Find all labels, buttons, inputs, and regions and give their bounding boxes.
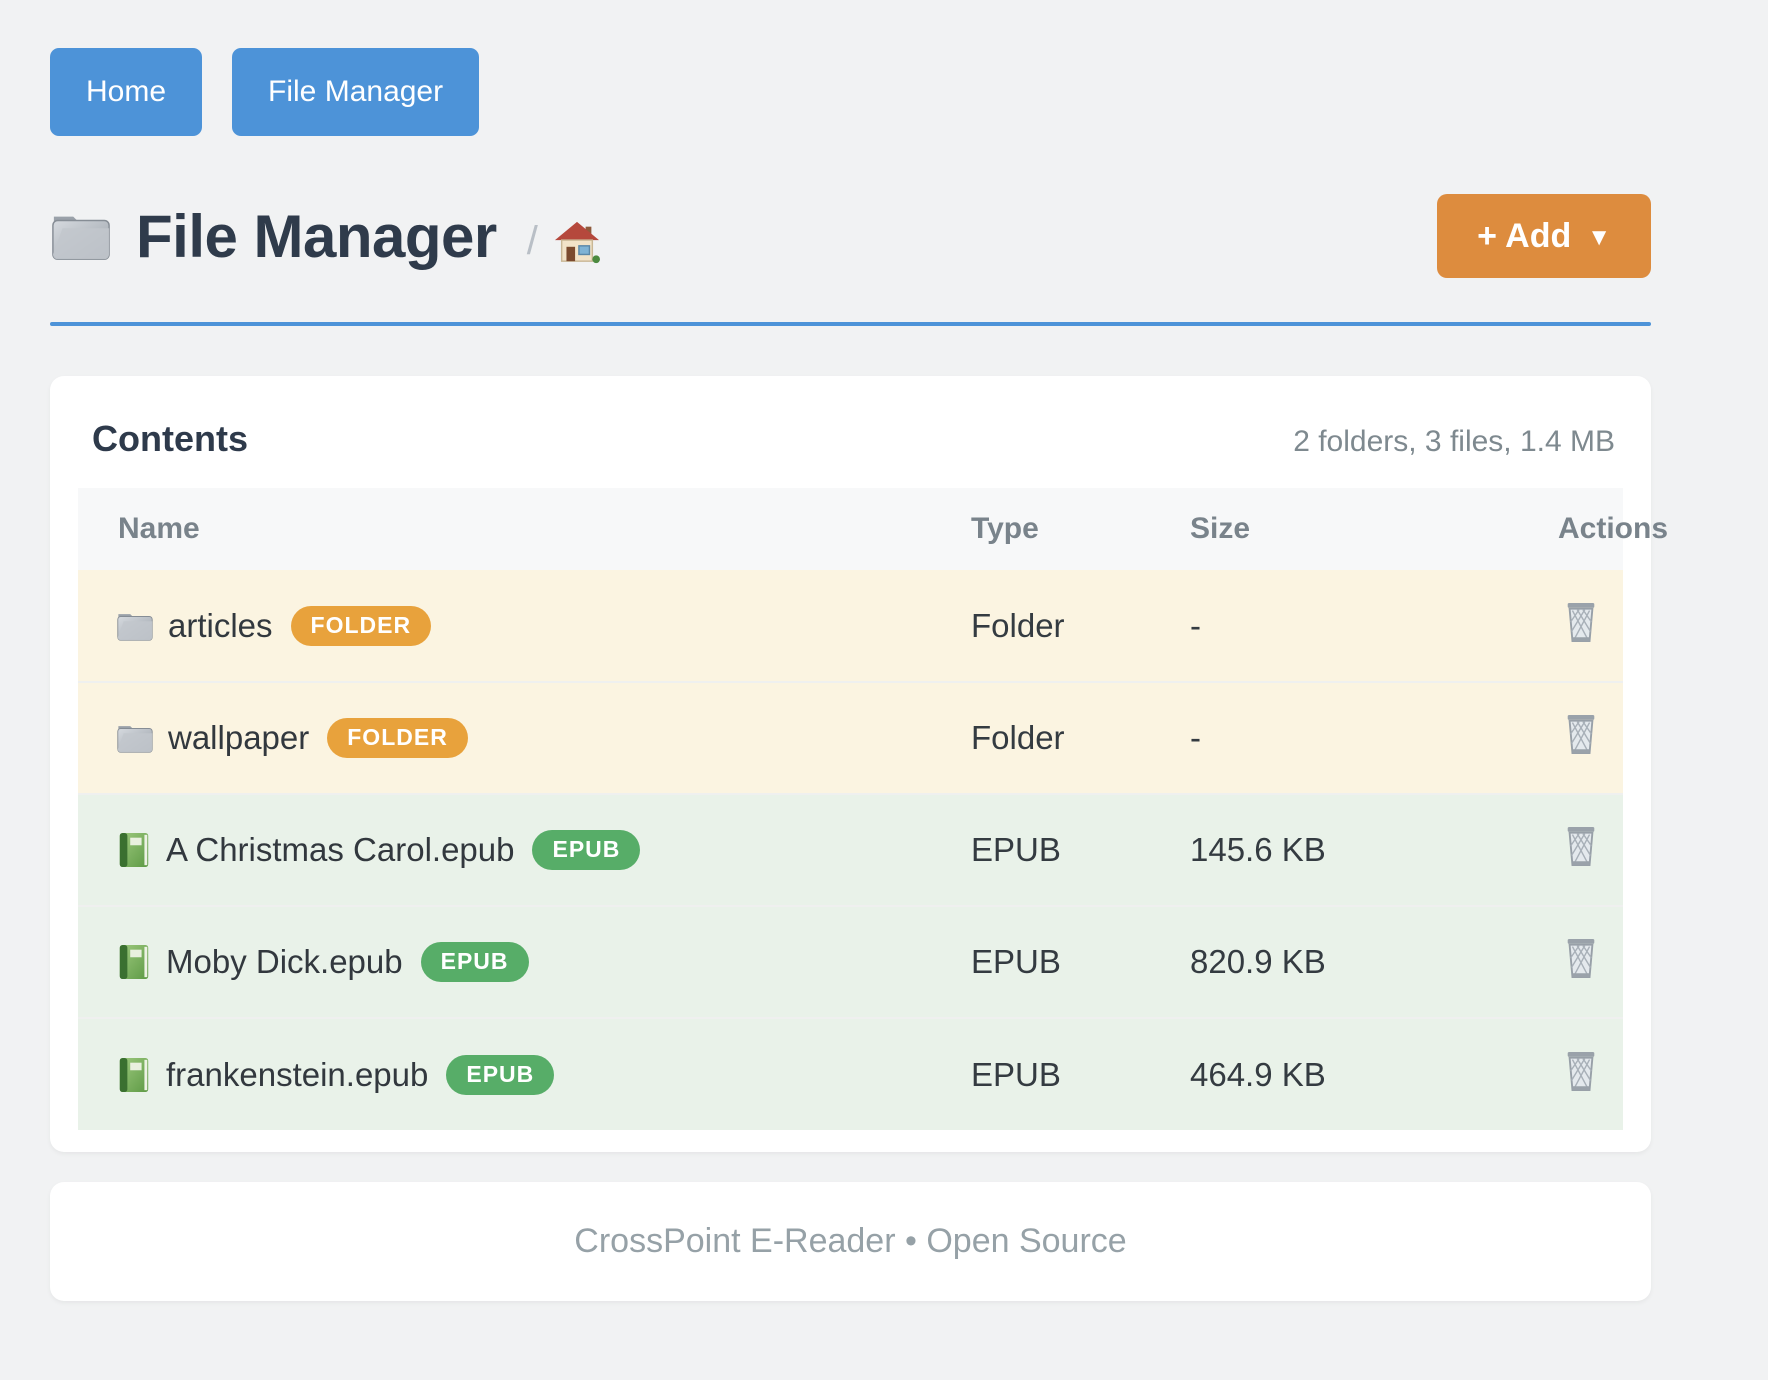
table-row: A Christmas Carol.epub EPUB EPUB 145.6 K… — [78, 793, 1623, 906]
book-icon — [116, 1055, 152, 1095]
folder-icon — [116, 609, 154, 643]
folder-icon — [116, 721, 154, 755]
trash-icon[interactable] — [1562, 937, 1600, 979]
folder-icon — [50, 208, 112, 264]
size-cell: 145.6 KB — [1190, 793, 1480, 906]
type-cell: EPUB — [971, 905, 1190, 1018]
house-icon[interactable] — [554, 220, 600, 264]
contents-title: Contents — [92, 418, 248, 459]
contents-table: Name Type Size Actions articles FOLDER F… — [78, 488, 1668, 1130]
size-cell: - — [1190, 606, 1201, 644]
file-name[interactable]: articles — [168, 606, 273, 644]
contents-card: Contents 2 folders, 3 files, 1.4 MB Name… — [50, 376, 1668, 1152]
trash-icon[interactable] — [1562, 713, 1600, 755]
file-name[interactable]: Moby Dick.epub — [166, 943, 403, 980]
add-button-label: + Add — [1477, 216, 1572, 255]
table-row: frankenstein.epub EPUB EPUB 464.9 KB — [78, 1017, 1623, 1130]
file-name[interactable]: frankenstein.epub — [166, 1055, 429, 1093]
table-row: Moby Dick.epub EPUB EPUB 820.9 KB — [78, 905, 1623, 1018]
size-cell: - — [1190, 681, 1480, 794]
type-badge: EPUB — [532, 830, 641, 870]
type-cell: Folder — [971, 606, 1065, 644]
type-badge: EPUB — [420, 942, 529, 982]
type-badge: FOLDER — [290, 605, 432, 646]
trash-icon[interactable] — [1562, 1050, 1600, 1092]
breadcrumb-separator: / — [526, 218, 538, 263]
column-header-name: Name — [78, 488, 971, 570]
page-title: File Manager — [136, 202, 497, 270]
table-row: wallpaper FOLDER Folder - — [78, 681, 1623, 794]
contents-card-header: Contents 2 folders, 3 files, 1.4 MB — [78, 410, 1623, 460]
type-badge: FOLDER — [327, 718, 468, 758]
size-cell: 464.9 KB — [1190, 1017, 1480, 1130]
type-cell: EPUB — [971, 793, 1190, 906]
type-badge: EPUB — [446, 1054, 555, 1095]
title-group: File Manager / — [50, 202, 600, 271]
trash-icon[interactable] — [1562, 601, 1600, 643]
add-button[interactable]: + Add ▼ — [1437, 194, 1651, 278]
top-nav: Home File Manager — [50, 48, 1651, 136]
book-icon — [116, 942, 152, 982]
contents-summary: 2 folders, 3 files, 1.4 MB — [1293, 425, 1615, 458]
contents-table-body: articles FOLDER Folder - wallpaper FOLDE… — [78, 570, 1623, 1130]
table-row: articles FOLDER Folder - — [78, 570, 1623, 682]
title-underline — [50, 322, 1651, 326]
chevron-down-icon: ▼ — [1587, 224, 1611, 251]
home-nav-button[interactable]: Home — [50, 48, 203, 136]
column-header-size: Size — [1190, 488, 1480, 570]
file-name[interactable]: A Christmas Carol.epub — [166, 831, 515, 868]
footer-card: CrossPoint E-Reader • Open Source — [50, 1182, 1651, 1301]
type-cell: EPUB — [971, 1017, 1190, 1130]
file-manager-page: Home File Manager File Manager / + Add ▼… — [50, 48, 1668, 1301]
page-header: File Manager / + Add ▼ — [50, 194, 1651, 278]
file-manager-nav-button[interactable]: File Manager — [232, 48, 480, 136]
column-header-type: Type — [971, 488, 1190, 570]
column-header-actions: Actions — [1480, 488, 1668, 570]
trash-icon[interactable] — [1562, 825, 1600, 867]
file-name[interactable]: wallpaper — [168, 719, 310, 756]
size-cell: 820.9 KB — [1190, 905, 1480, 1018]
footer-text: CrossPoint E-Reader • Open Source — [574, 1222, 1127, 1260]
type-cell: Folder — [971, 681, 1190, 794]
book-icon — [116, 830, 152, 870]
table-header-row: Name Type Size Actions — [78, 488, 1668, 570]
